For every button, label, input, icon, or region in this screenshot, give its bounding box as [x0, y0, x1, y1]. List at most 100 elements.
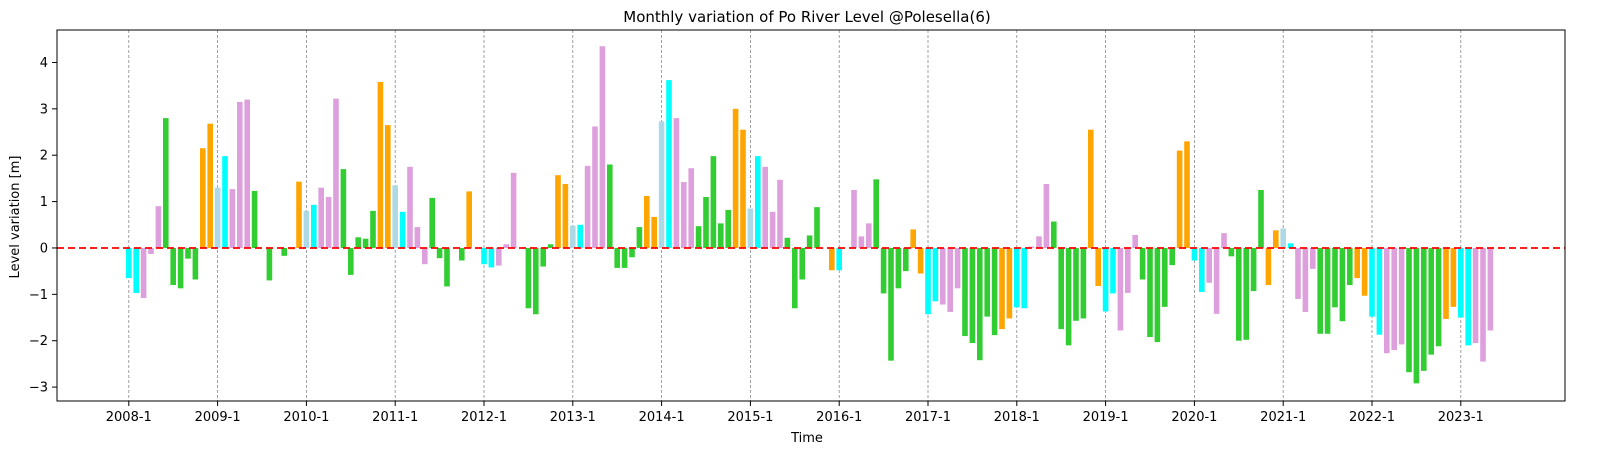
bar: [725, 209, 731, 248]
bar: [1095, 247, 1101, 286]
x-tick-label: 2020-1: [1171, 410, 1217, 425]
x-tick-label: 2010-1: [283, 410, 329, 425]
bar: [1361, 247, 1368, 296]
bar: [732, 108, 739, 248]
bar: [466, 191, 472, 248]
bar: [200, 148, 206, 248]
y-tick-label: −3: [29, 381, 48, 396]
bar: [570, 225, 576, 248]
bar: [858, 236, 865, 248]
bar: [1221, 233, 1227, 248]
bar: [636, 227, 643, 248]
bar: [1073, 247, 1079, 321]
y-tick-label: 1: [40, 195, 48, 210]
bar: [740, 129, 746, 248]
bar: [932, 247, 939, 302]
bar: [621, 247, 628, 268]
y-axis: −3 −2 −1 0 1 2 3 4: [29, 56, 57, 396]
bar: [910, 229, 916, 248]
bar: [1228, 247, 1235, 257]
bar: [266, 247, 273, 281]
bar: [185, 247, 191, 259]
bar: [1413, 247, 1420, 384]
bar: [614, 247, 620, 268]
bar: [1036, 236, 1042, 248]
bar: [555, 175, 561, 248]
bar: [784, 237, 791, 248]
x-tick-label: 2022-1: [1349, 410, 1395, 425]
bar: [1391, 247, 1397, 350]
bar: [799, 247, 805, 280]
bar: [1125, 247, 1131, 293]
bar: [651, 216, 657, 248]
bar: [385, 125, 391, 248]
bar: [666, 80, 672, 248]
bar: [237, 101, 243, 248]
bar: [148, 247, 154, 254]
bar: [281, 247, 287, 256]
bar: [1213, 247, 1220, 314]
bar: [880, 247, 887, 294]
bar: [1421, 247, 1427, 371]
y-tick-label: −2: [29, 334, 48, 349]
bar: [1169, 247, 1175, 266]
bar: [251, 190, 258, 248]
bar: [355, 237, 361, 248]
bar: [155, 206, 162, 248]
bar: [1258, 189, 1264, 248]
bar: [140, 247, 147, 299]
bar: [792, 247, 798, 309]
bar: [1080, 247, 1087, 319]
bar: [1369, 247, 1375, 317]
x-tick-label: 2019-1: [1083, 410, 1129, 425]
bar: [296, 181, 302, 248]
bar: [229, 189, 236, 248]
bar: [1014, 247, 1020, 308]
bar: [1406, 247, 1412, 373]
bar: [1310, 247, 1316, 269]
bar: [1051, 221, 1057, 248]
bar: [1184, 141, 1190, 248]
bar: [814, 207, 820, 248]
bar: [1250, 247, 1257, 292]
bar: [1139, 247, 1146, 280]
bar: [325, 196, 332, 248]
bar: [925, 247, 931, 315]
bar: [1206, 247, 1212, 283]
bar: [170, 247, 176, 286]
bar: [710, 156, 717, 248]
bar: [1280, 228, 1286, 248]
bar: [1428, 247, 1434, 355]
bar: [718, 223, 724, 248]
bar: [1458, 247, 1464, 318]
bar: [303, 210, 310, 248]
bar: [207, 123, 213, 248]
y-axis-title: Level variation [m]: [8, 156, 23, 279]
bar: [688, 168, 694, 248]
bar: [1302, 247, 1309, 312]
bar: [851, 189, 857, 248]
bar: [392, 185, 398, 248]
bar: [399, 211, 406, 248]
bar: [1332, 247, 1338, 308]
x-axis-title: Time: [790, 431, 823, 446]
bar: [562, 183, 569, 248]
bar: [903, 247, 909, 272]
bar: [873, 179, 879, 248]
bar: [1354, 247, 1360, 279]
bar: [1443, 247, 1449, 319]
bar: [866, 223, 872, 248]
y-tick-label: 3: [40, 102, 48, 117]
bar: [755, 156, 761, 248]
bar: [1398, 247, 1405, 345]
x-tick-label: 2016-1: [816, 410, 862, 425]
bar: [695, 226, 702, 248]
bar: [1376, 247, 1383, 335]
bar: [163, 118, 169, 248]
bar: [1117, 247, 1124, 331]
bar: [1347, 247, 1353, 286]
bars: [126, 46, 1494, 384]
bar: [1065, 247, 1072, 346]
